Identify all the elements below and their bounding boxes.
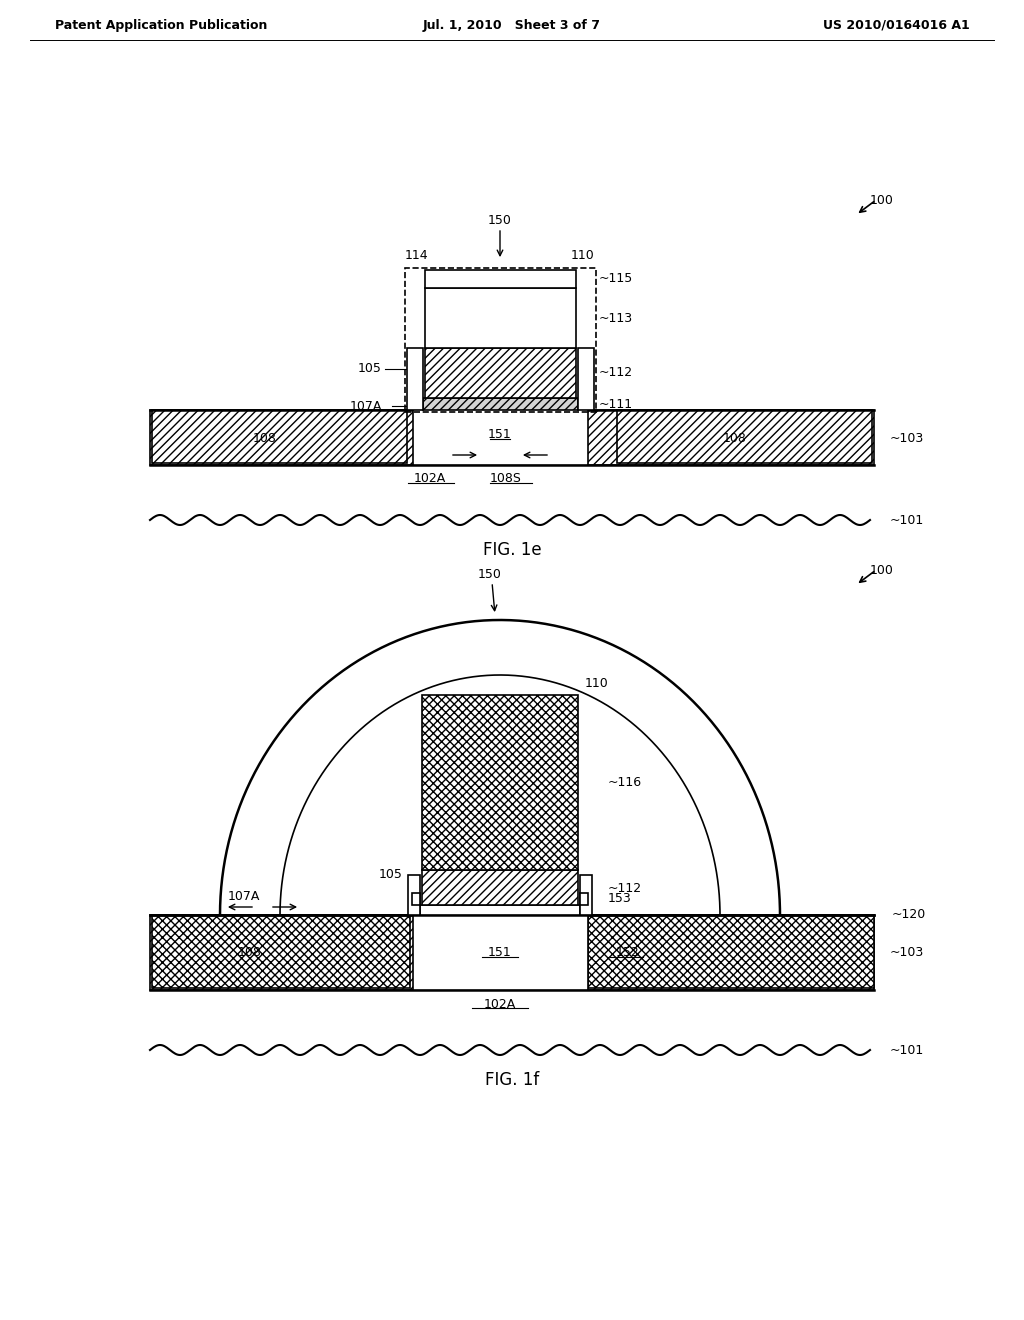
- Bar: [425, 271, 575, 288]
- Text: 108S: 108S: [490, 473, 522, 486]
- Text: ~113: ~113: [599, 312, 633, 325]
- Text: Patent Application Publication: Patent Application Publication: [55, 18, 267, 32]
- Text: ~101: ~101: [890, 513, 925, 527]
- Text: 150: 150: [488, 214, 512, 227]
- Bar: [425, 288, 575, 348]
- Bar: [425, 348, 575, 399]
- Bar: [412, 894, 420, 906]
- Bar: [406, 268, 596, 412]
- Bar: [422, 870, 578, 906]
- Bar: [580, 875, 592, 915]
- Text: 150: 150: [478, 569, 502, 582]
- Text: 110: 110: [585, 677, 608, 690]
- Bar: [578, 348, 594, 411]
- Text: ~101: ~101: [890, 1044, 925, 1056]
- Text: Jul. 1, 2010   Sheet 3 of 7: Jul. 1, 2010 Sheet 3 of 7: [423, 18, 601, 32]
- Text: 151: 151: [488, 429, 512, 441]
- Bar: [423, 399, 578, 411]
- Text: ~111: ~111: [599, 397, 633, 411]
- Text: 153: 153: [608, 892, 632, 906]
- Text: US 2010/0164016 A1: US 2010/0164016 A1: [823, 18, 970, 32]
- Bar: [150, 915, 874, 990]
- Text: ~112: ~112: [608, 882, 642, 895]
- Bar: [588, 915, 874, 987]
- Text: 100: 100: [870, 194, 894, 206]
- Text: 107A: 107A: [349, 400, 382, 412]
- Text: 102A: 102A: [414, 473, 446, 486]
- Bar: [413, 408, 588, 465]
- Text: ~116: ~116: [608, 776, 642, 789]
- Text: ~115: ~115: [599, 272, 633, 285]
- Text: 114: 114: [406, 249, 429, 261]
- Text: 108: 108: [253, 432, 276, 445]
- Text: 152: 152: [616, 946, 640, 960]
- Bar: [420, 906, 580, 915]
- Text: 105: 105: [379, 869, 403, 882]
- Bar: [413, 913, 588, 990]
- Text: 108: 108: [238, 946, 262, 960]
- Bar: [580, 894, 588, 906]
- Text: ~103: ~103: [890, 432, 925, 445]
- Text: ~120: ~120: [892, 908, 927, 921]
- Text: 100: 100: [870, 564, 894, 577]
- Bar: [150, 411, 874, 465]
- Text: 102A: 102A: [484, 998, 516, 1011]
- Text: FIG. 1e: FIG. 1e: [482, 541, 542, 558]
- Text: 108: 108: [723, 432, 746, 445]
- Text: ~112: ~112: [599, 367, 633, 380]
- Text: FIG. 1f: FIG. 1f: [485, 1071, 539, 1089]
- Bar: [422, 696, 578, 870]
- Text: ~103: ~103: [890, 946, 925, 960]
- Bar: [617, 411, 872, 463]
- Bar: [152, 915, 410, 987]
- Text: 151: 151: [488, 946, 512, 960]
- Bar: [408, 875, 420, 915]
- Bar: [152, 411, 407, 463]
- Text: 107A: 107A: [227, 891, 260, 903]
- Bar: [407, 348, 423, 411]
- Text: 110: 110: [570, 249, 594, 261]
- Text: 105: 105: [358, 363, 382, 375]
